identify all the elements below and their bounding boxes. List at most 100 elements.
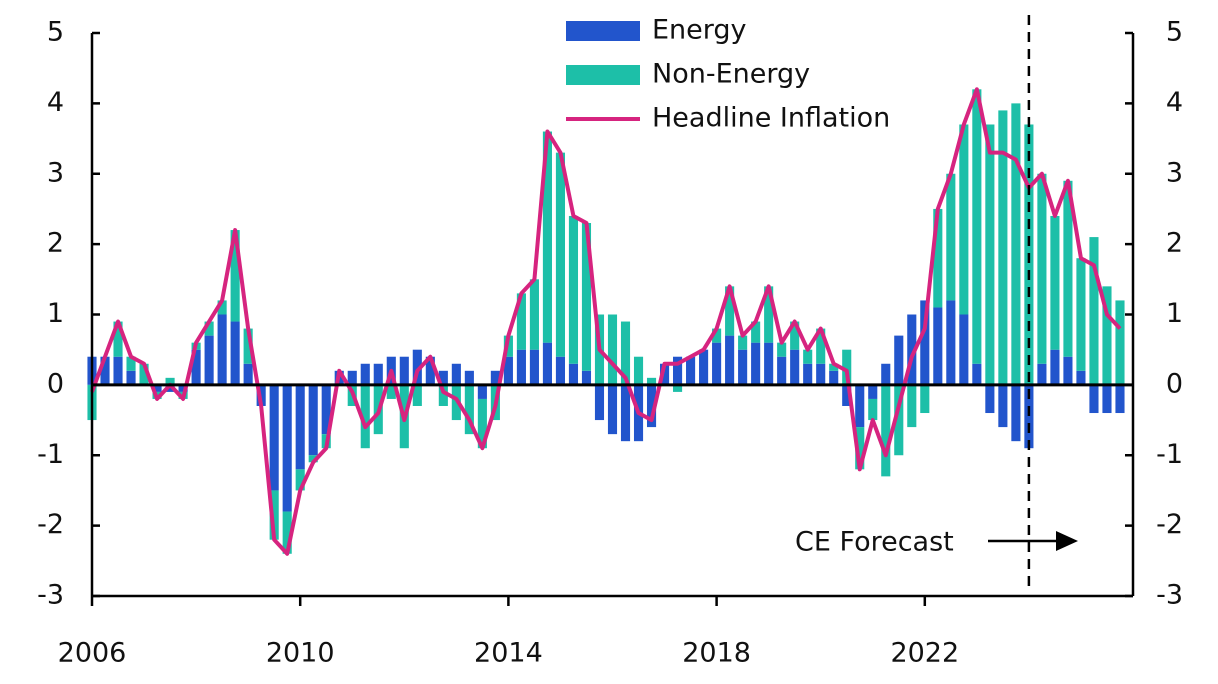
bar [282, 384, 292, 512]
bar [1076, 370, 1086, 385]
bar [738, 335, 748, 350]
y2-tick-label: 2 [1166, 228, 1183, 259]
bar [438, 370, 448, 385]
x-tick-label: 2010 [266, 638, 335, 669]
bar [646, 384, 657, 428]
bar [633, 356, 644, 385]
bar [126, 370, 136, 385]
bar [464, 384, 474, 435]
bar [217, 300, 227, 315]
bar [386, 384, 396, 399]
legend-swatch [566, 65, 640, 85]
bar [1063, 356, 1073, 385]
y2-tick-label: 5 [1166, 17, 1183, 48]
bar [959, 314, 969, 385]
bar [764, 342, 774, 385]
bar [126, 356, 136, 371]
bar [751, 321, 761, 343]
bar [308, 455, 318, 463]
bar [308, 384, 318, 456]
bar [738, 349, 748, 385]
bar [1089, 384, 1099, 414]
bar [1050, 215, 1060, 350]
bar [855, 427, 865, 470]
bar [842, 384, 852, 406]
bar [777, 356, 787, 385]
bar [243, 328, 253, 364]
bar [191, 349, 201, 385]
y-tick-label: -2 [37, 509, 64, 540]
bar [751, 342, 761, 385]
bar [699, 349, 709, 385]
bar [1102, 384, 1112, 414]
bar [282, 511, 292, 554]
bar [477, 384, 487, 399]
bar [542, 342, 552, 385]
bar [868, 384, 878, 399]
y2-tick-label: 0 [1166, 368, 1183, 399]
legend-label: Energy [652, 15, 747, 46]
bar [360, 363, 370, 385]
bar [894, 335, 904, 385]
bar [803, 363, 813, 385]
bar [933, 208, 943, 308]
annotation: CE Forecast [795, 527, 954, 558]
bar [646, 377, 657, 385]
x-tick-label: 2014 [474, 638, 543, 669]
bar [581, 223, 592, 371]
bar [816, 328, 826, 364]
bar [529, 279, 539, 350]
legend-label: Non-Energy [652, 59, 810, 90]
bar [855, 384, 865, 428]
bar [1115, 300, 1125, 385]
bar [972, 363, 982, 385]
bar [920, 300, 930, 385]
bar [933, 307, 943, 385]
y-tick-label: 3 [47, 157, 64, 188]
bar [907, 384, 917, 428]
forecast-arrowhead [1056, 531, 1078, 551]
bar [1089, 237, 1099, 385]
bar [165, 377, 175, 385]
bar [360, 384, 370, 449]
y-tick-label: -3 [37, 580, 64, 611]
y-tick-label: 1 [47, 298, 64, 329]
bar [100, 356, 110, 385]
bar [555, 356, 566, 385]
bar [477, 398, 487, 449]
bar [542, 131, 552, 343]
bar [204, 335, 214, 385]
bar [985, 124, 995, 385]
bar [295, 384, 305, 470]
bar [113, 356, 123, 385]
bar [425, 356, 435, 385]
bar [581, 370, 592, 385]
y2-tick-label: -2 [1156, 509, 1183, 540]
bar [204, 321, 214, 336]
bar [725, 286, 735, 336]
bar [373, 363, 383, 385]
bar [490, 370, 500, 385]
bar [881, 384, 891, 477]
legend-label: Headline Inflation [652, 103, 890, 134]
bar [881, 363, 891, 385]
bar [1037, 363, 1047, 385]
bar [1011, 384, 1021, 442]
bar [764, 286, 774, 343]
bar [829, 370, 839, 385]
bar [139, 363, 149, 385]
bar [1063, 180, 1073, 357]
y2-tick-label: 3 [1166, 157, 1183, 188]
bar [1050, 349, 1060, 385]
y2-tick-label: 1 [1166, 298, 1183, 329]
bar [347, 370, 357, 385]
bar [529, 349, 539, 385]
bar [594, 384, 605, 421]
bar [269, 490, 279, 540]
bar [686, 356, 696, 385]
y-tick-label: 5 [47, 17, 64, 48]
bar [243, 363, 253, 385]
bar [412, 349, 422, 385]
bar [568, 363, 579, 385]
